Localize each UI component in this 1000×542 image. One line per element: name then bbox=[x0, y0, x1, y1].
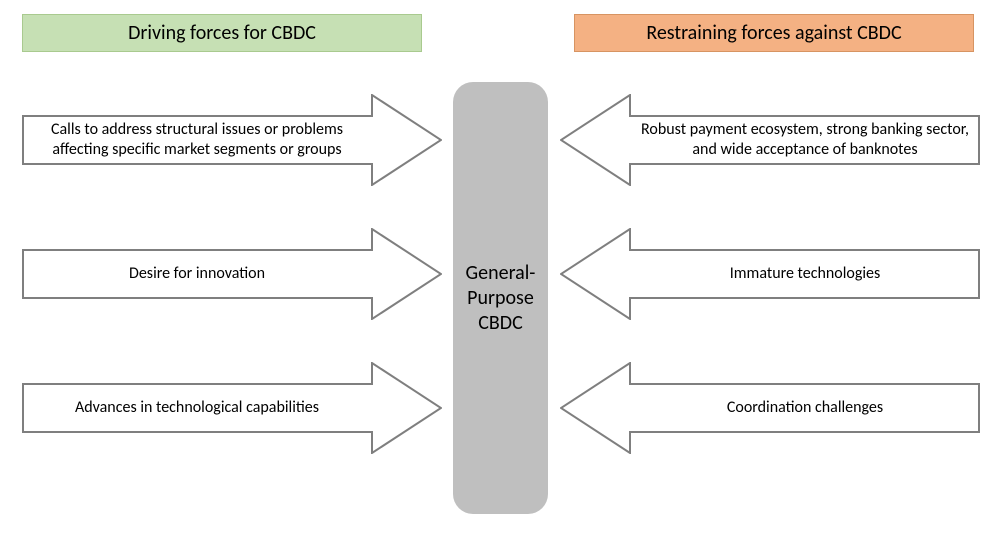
driving-arrow-label-2: Advances in technological capabilities bbox=[26, 384, 368, 432]
driving-forces-header: Driving forces for CBDC bbox=[22, 14, 422, 52]
driving-arrow-2: Advances in technological capabilities bbox=[22, 362, 442, 454]
restraining-arrow-1: Immature technologies bbox=[560, 228, 980, 320]
restraining-arrow-label-1: Immature technologies bbox=[634, 250, 976, 298]
restraining-arrow-2: Coordination challenges bbox=[560, 362, 980, 454]
restraining-arrow-label-2: Coordination challenges bbox=[634, 384, 976, 432]
driving-arrow-label-1: Desire for innovation bbox=[26, 250, 368, 298]
restraining-arrow-0: Robust payment ecosystem, strong banking… bbox=[560, 94, 980, 186]
restraining-arrow-label-0: Robust payment ecosystem, strong banking… bbox=[634, 116, 976, 164]
center-cbdc-label: General-Purpose CBDC bbox=[453, 261, 548, 336]
driving-arrow-0: Calls to address structural issues or pr… bbox=[22, 94, 442, 186]
restraining-forces-header-label: Restraining forces against CBDC bbox=[646, 21, 901, 45]
driving-arrow-label-0: Calls to address structural issues or pr… bbox=[26, 116, 368, 164]
center-cbdc-box: General-Purpose CBDC bbox=[453, 82, 548, 514]
driving-forces-header-label: Driving forces for CBDC bbox=[128, 21, 316, 45]
restraining-forces-header: Restraining forces against CBDC bbox=[574, 14, 974, 52]
driving-arrow-1: Desire for innovation bbox=[22, 228, 442, 320]
